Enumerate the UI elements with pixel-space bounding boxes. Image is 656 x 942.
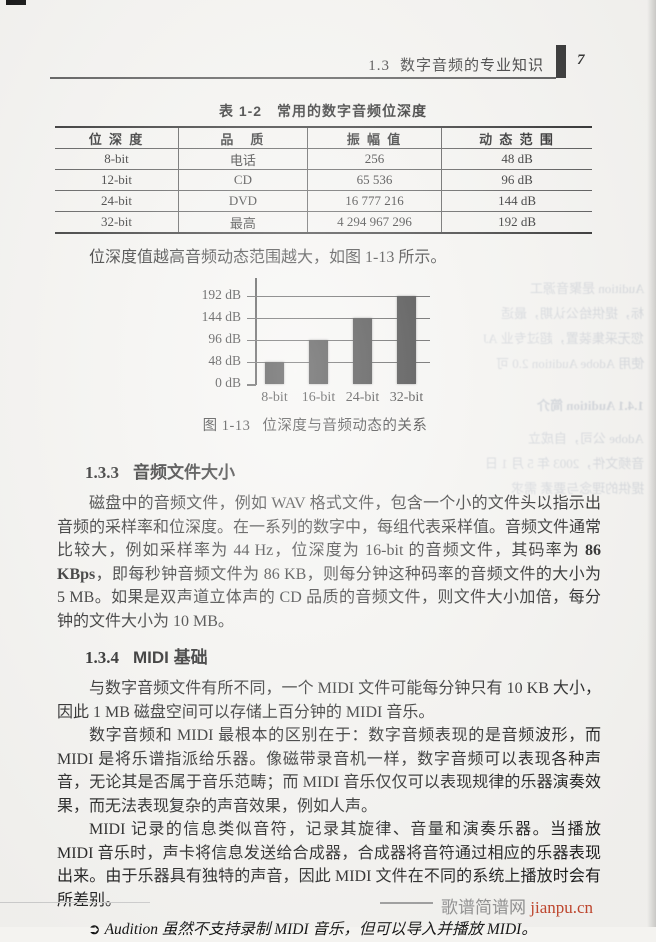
table-row: 12-bit CD 65 536 96 dB	[55, 169, 592, 191]
table-body: 8-bit 电话 256 48 dB 12-bit CD 65 536 96 dB 24-bit…	[55, 148, 592, 233]
section-number: 1.3.4	[85, 648, 119, 667]
scan-corner-artifact	[6, 0, 26, 5]
table-cell: 96 dB	[441, 169, 592, 191]
chart-bar	[397, 296, 416, 384]
note-arrow-icon: ➲	[88, 922, 101, 938]
chart-ytick-label: 96 dB	[208, 331, 241, 346]
scan-artifact-line	[380, 902, 433, 904]
table-header-cell: 动 态 范 围	[441, 127, 592, 149]
header-rule	[50, 77, 556, 79]
page-edge-shadow	[647, 0, 656, 927]
table-header-cell: 振 幅 值	[306, 127, 443, 149]
table-row: 24-bit DVD 16 777 216 144 dB	[55, 190, 592, 212]
paragraph-file-size: 磁盘中的音频文件，例如 WAV 格式文件，包含一个小的文件头以指示出音频的采样率…	[57, 492, 601, 633]
table-cell: 16 777 216	[306, 190, 443, 212]
table-header-row: 位 深 度品 质振 幅 值动 态 范 围	[55, 127, 592, 149]
figure-number: 图 1-13	[202, 418, 251, 434]
table-header-cell: 品 质	[178, 127, 308, 149]
intro-paragraph: 位深度值越高音频动态范围越大，如图 1-13 所示。	[89, 249, 447, 266]
table-cell: 电话	[178, 148, 308, 170]
table-cell: 144 dB	[441, 190, 592, 212]
bleed-through-text: 使用 Adobe Audition 2.0 可	[495, 356, 644, 371]
figure-caption-text: 位深度与音频动态的关系	[262, 418, 428, 434]
running-header-section-title: 数字音频的专业知识	[399, 58, 544, 74]
table-cell: 4 294 967 296	[306, 211, 443, 233]
table-row: 8-bit 电话 256 48 dB	[55, 148, 592, 170]
chart-bar	[265, 362, 284, 384]
chart-ytick-label: 192 dB	[201, 287, 241, 302]
section-heading-134: 1.3.4 MIDI 基础	[85, 643, 601, 668]
chart-ytick-label: 48 dB	[208, 353, 241, 368]
chart-y-axis	[255, 278, 257, 385]
chart-bar	[309, 340, 328, 384]
table-header-cell: 位 深 度	[55, 127, 179, 149]
bit-depth-table: 位 深 度品 质振 幅 值动 态 范 围 8-bit 电话 256 48 dB 12-b…	[55, 126, 592, 234]
table-cell: 8-bit	[55, 148, 179, 170]
paragraph-midi-2: 数字音频和 MIDI 最根本的区别在于：数字音频表现的是音频波形，而 MIDI …	[57, 727, 601, 815]
table-title: 表 1-2 常用的数字音频位深度	[218, 103, 428, 119]
bleed-through-text: Audition 是聚音源工	[529, 281, 644, 296]
watermark: 歌谱简谱网 jianpu.cn	[441, 893, 593, 918]
figure-caption: 图 1-13 位深度与音频动态的关系	[55, 414, 575, 435]
bleed-through-text: 1.4.1 Audition 简介	[537, 398, 644, 413]
paragraph-text: ，即每秒钟音频文件为 86 KB，则每分钟这种码率的音频文件的大小为 5 MB。…	[57, 565, 601, 630]
running-header: 1.3 数字音频的专业知识	[368, 54, 544, 75]
watermark-domain: jianpu.cn	[530, 898, 594, 917]
chart-ytick-label: 144 dB	[201, 309, 241, 324]
paragraph-midi-1: 与数字音频文件有所不同，一个 MIDI 文件可能每分钟只有 10 KB 大小，因…	[57, 680, 601, 721]
table-cell: DVD	[178, 190, 308, 212]
section-number: 1.3.3	[85, 463, 119, 482]
table-cell: 65 536	[306, 169, 443, 191]
bit-depth-chart: 192 dB 144 dB 96 dB 48 dB 0 dB 8-bit 16-bit 24-…	[185, 278, 440, 418]
section-heading-133: 1.3.3 音频文件大小	[85, 458, 601, 483]
table-cell: 48 dB	[441, 148, 592, 170]
table-row: 位 深 度品 质振 幅 值动 态 范 围	[55, 127, 592, 149]
header-tab-bar	[556, 45, 566, 78]
table-row: 32-bit 最高 4 294 967 296 192 dB	[55, 211, 592, 233]
watermark-site-name: 歌谱简谱网	[441, 898, 531, 917]
chart-ytick-label: 0 dB	[215, 375, 241, 390]
table-cell: 192 dB	[441, 211, 592, 233]
note-line: ➲ Audition 虽然不支持录制 MIDI 音乐，但可以导入并播放 MIDI。	[57, 918, 601, 942]
table-cell: 12-bit	[55, 169, 179, 191]
running-header-section-number: 1.3	[368, 58, 390, 74]
table-cell: 24-bit	[55, 190, 179, 212]
table-cell: 32-bit	[55, 211, 179, 233]
chart-axis-tick	[247, 384, 256, 386]
paragraph-text: 磁盘中的音频文件，例如 WAV 格式文件，包含一个小的文件头以指示出音频的采样率…	[57, 495, 602, 559]
table-cell: 最高	[178, 211, 308, 233]
scan-artifact-line	[0, 902, 150, 903]
page-number: 7	[577, 52, 585, 68]
body-content: 1.3.3 音频文件大小 磁盘中的音频文件，例如 WAV 格式文件，包含一个小的文…	[57, 458, 601, 942]
chart-xtick-label: 32-bit	[389, 390, 424, 405]
bleed-through-text: 标，提供给公认期，最适	[500, 306, 644, 321]
table-cell: CD	[178, 169, 308, 191]
table-cell: 256	[306, 148, 443, 170]
bleed-through-text: 您无采集装置，超过专业 AJ	[483, 331, 644, 346]
section-title: 音频文件大小	[133, 463, 235, 482]
section-title: MIDI 基础	[133, 648, 208, 667]
note-text: Audition 虽然不支持录制 MIDI 音乐，但可以导入并播放 MIDI。	[104, 921, 537, 938]
chart-bar	[353, 318, 372, 384]
